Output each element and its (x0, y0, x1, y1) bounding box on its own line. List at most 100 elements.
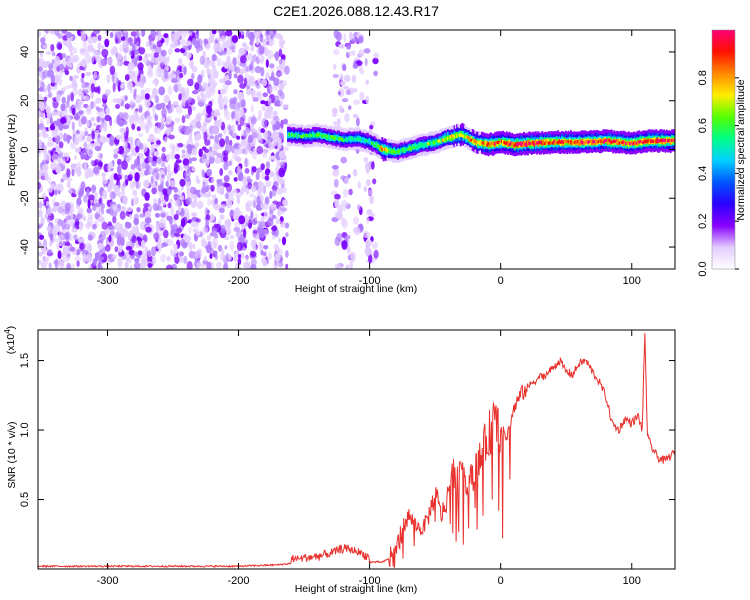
noise-speck (222, 182, 229, 188)
noise-speck (202, 226, 208, 234)
noise-speck (186, 51, 192, 59)
noise-speck (206, 159, 210, 165)
noise-speck (134, 94, 142, 104)
noise-speck (259, 243, 264, 252)
noise-speck (171, 73, 177, 80)
noise-speck (124, 148, 130, 153)
noise-speck (353, 226, 361, 236)
noise-speck (144, 192, 150, 201)
noise-speck (262, 229, 270, 235)
noise-speck (48, 91, 53, 98)
noise-speck (170, 248, 174, 257)
noise-speck (70, 52, 74, 57)
noise-speck (47, 207, 52, 217)
signal-cell-4 (650, 139, 652, 143)
noise-speck (199, 263, 207, 268)
noise-speck (151, 160, 157, 167)
noise-speck (133, 109, 139, 119)
signal-cell-4 (397, 150, 399, 154)
signal-cell-4 (622, 140, 625, 144)
noise-speck (159, 192, 164, 200)
noise-speck (335, 31, 342, 42)
noise-speck (187, 78, 194, 87)
noise-speck (84, 131, 89, 137)
signal-cell-4 (519, 141, 521, 146)
noise-speck (228, 60, 233, 71)
noise-speck (39, 102, 45, 112)
noise-speck (246, 200, 254, 208)
noise-speck (69, 233, 73, 242)
noise-speck (121, 228, 127, 236)
noise-speck (101, 172, 107, 178)
noise-speck (81, 81, 87, 89)
noise-speck (332, 112, 337, 118)
noise-speck (247, 134, 254, 143)
noise-speck (168, 48, 173, 56)
noise-speck (185, 197, 192, 206)
noise-speck (116, 134, 122, 140)
noise-speck (97, 42, 102, 51)
noise-speck (54, 202, 60, 207)
noise-speck (166, 56, 170, 63)
noise-speck (104, 122, 107, 133)
noise-speck (206, 68, 211, 75)
signal-cell-4 (325, 134, 327, 138)
noise-speck (196, 121, 202, 129)
signal-cell-4 (530, 140, 533, 144)
noise-speck (279, 150, 286, 160)
noise-speck (237, 91, 245, 101)
noise-speck (151, 246, 157, 257)
noise-speck (156, 205, 163, 211)
noise-speck (198, 148, 203, 158)
signal-cell-4 (297, 134, 300, 138)
signal-cell-4 (547, 141, 550, 145)
noise-speck (131, 123, 135, 130)
noise-speck (161, 152, 166, 162)
noise-speck (107, 221, 112, 227)
noise-speck (101, 117, 105, 123)
noise-speck (90, 83, 95, 93)
noise-speck (123, 30, 127, 33)
signal-cell-4 (399, 149, 402, 153)
signal-cell-4 (313, 134, 316, 138)
noise-speck (72, 189, 76, 195)
signal-cell-3 (511, 142, 514, 149)
spectrogram-x-tick-label: 0 (498, 275, 504, 287)
noise-speck (238, 70, 244, 76)
noise-speck (138, 172, 145, 177)
snr-y-tick-label: 1.5 (19, 353, 31, 368)
signal-cell-4 (361, 137, 364, 141)
noise-speck (132, 189, 138, 197)
noise-speck (171, 263, 177, 269)
signal-cell-4 (550, 141, 553, 145)
noise-speck (182, 45, 188, 50)
noise-speck (149, 133, 155, 139)
noise-speck (49, 239, 53, 248)
noise-speck (87, 35, 93, 45)
noise-speck (260, 128, 266, 134)
colorbar-tick-label: 0.8 (697, 70, 709, 85)
noise-speck (250, 32, 255, 43)
noise-speck (124, 95, 128, 101)
noise-speck (135, 145, 140, 153)
noise-speck (352, 87, 358, 93)
noise-speck (241, 184, 247, 193)
signal-cell-4 (314, 133, 317, 137)
signal-cell-4 (456, 134, 458, 138)
noise-speck (168, 134, 175, 140)
noise-speck (61, 158, 66, 167)
signal-cell-4 (450, 134, 453, 138)
noise-speck (90, 159, 95, 166)
noise-speck (85, 253, 92, 263)
noise-speck (256, 195, 261, 206)
noise-speck (98, 198, 102, 204)
signal-cell-4 (498, 141, 500, 145)
noise-speck (161, 174, 165, 179)
noise-speck (93, 50, 100, 60)
noise-speck (199, 55, 205, 65)
noise-speck (243, 77, 248, 87)
noise-speck (358, 35, 364, 44)
noise-speck (192, 243, 196, 250)
noise-speck (273, 138, 278, 147)
noise-speck (38, 152, 41, 157)
